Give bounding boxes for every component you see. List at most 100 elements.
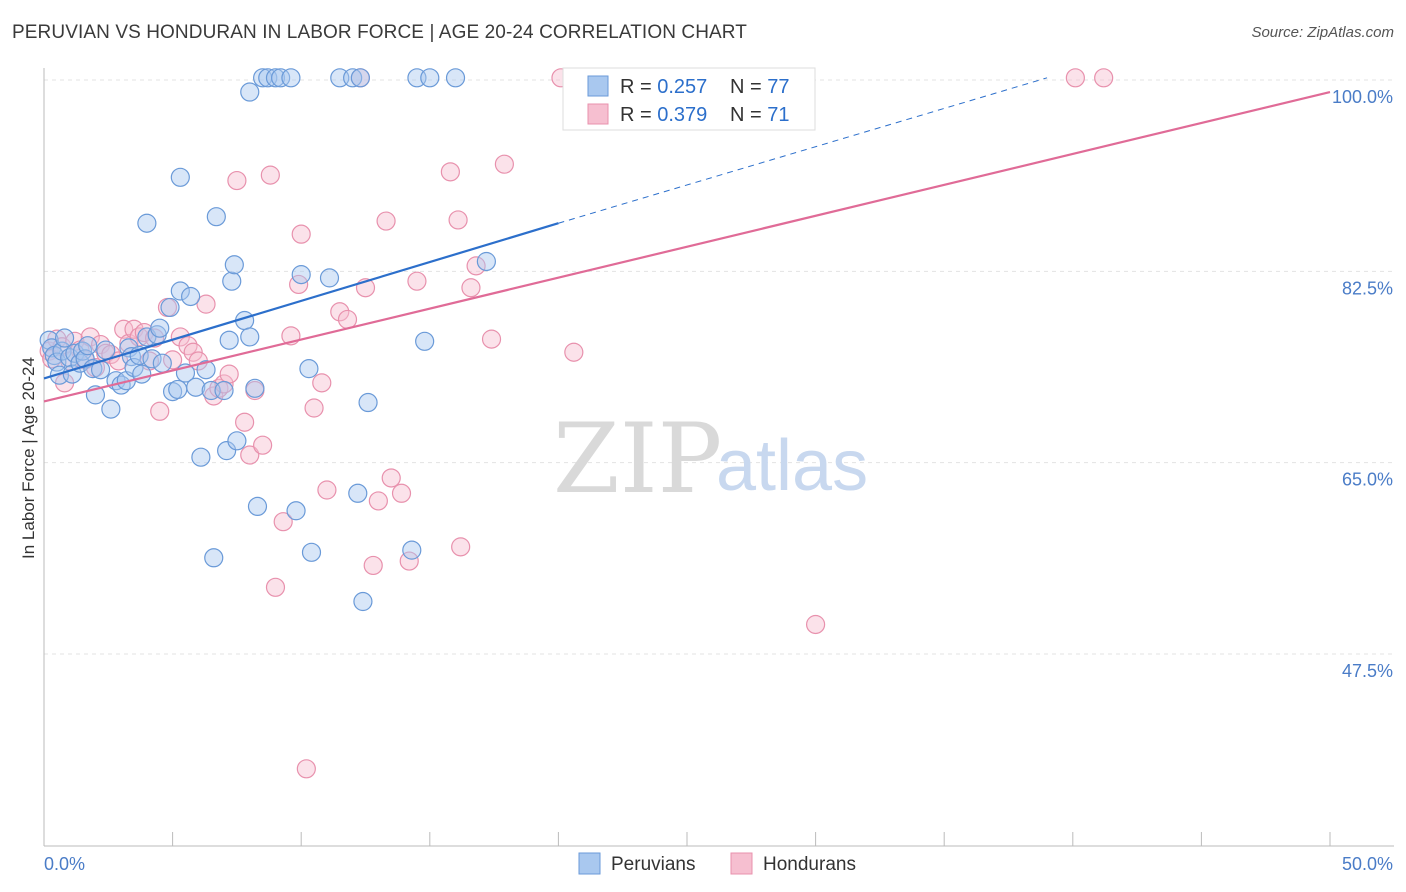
stats-legend: R = 0.257 N = 77 R = 0.379 N = 71: [562, 67, 816, 131]
data-point-honduran: [330, 302, 350, 322]
y-tick-labels: 47.5% 65.0% 82.5% 100.0%: [1332, 87, 1393, 681]
svg-text:N = 71: N = 71: [730, 104, 790, 126]
svg-text:R = 0.379: R = 0.379: [620, 104, 707, 126]
data-point-peruvian: [343, 68, 363, 88]
data-point-peruvian: [281, 68, 301, 88]
series-legend-label-hondurans: Hondurans: [763, 854, 856, 875]
data-point-peruvian: [415, 331, 435, 351]
data-point-peruvian: [271, 68, 291, 88]
data-point-honduran: [381, 468, 401, 488]
x-tick-marks: [43, 832, 1331, 846]
data-point-honduran: [260, 165, 280, 185]
data-point-peruvian: [420, 68, 440, 88]
data-point-honduran: [265, 577, 286, 597]
data-point-honduran: [163, 350, 183, 370]
data-point-peruvian: [39, 330, 59, 350]
data-point-peruvian: [196, 360, 216, 380]
x-tick-label-min: 0.0%: [44, 854, 85, 874]
legend-n-value-peruvians: 77: [767, 76, 789, 98]
data-point-peruvian: [186, 377, 206, 397]
data-point-peruvian: [358, 392, 378, 413]
trend-line-hondurans: [43, 90, 1331, 403]
data-point-honduran: [240, 445, 260, 465]
data-point-peruvian: [240, 327, 260, 347]
data-point-peruvian: [160, 297, 180, 318]
data-point-peruvian: [152, 353, 172, 373]
data-point-honduran: [481, 329, 502, 349]
trend-line-peruvians: [43, 222, 559, 380]
data-point-peruvian: [214, 380, 234, 401]
data-point-peruvian: [170, 281, 190, 301]
data-point-honduran: [494, 154, 514, 174]
data-point-peruvian: [299, 359, 319, 379]
data-point-honduran: [368, 491, 388, 511]
legend-n-value-hondurans: 71: [767, 104, 789, 126]
y-tick-label: 100.0%: [1332, 87, 1393, 107]
data-point-peruvian: [291, 265, 311, 285]
data-point-peruvian: [445, 68, 466, 88]
series-legend: Peruvians Hondurans: [578, 852, 856, 875]
watermark-zip: ZIP: [553, 403, 722, 515]
data-point-honduran: [363, 555, 383, 576]
data-point-peruvian: [168, 379, 188, 400]
data-point-peruvian: [142, 349, 162, 369]
data-point-honduran: [337, 309, 358, 330]
y-tick-label: 82.5%: [1342, 278, 1393, 298]
data-point-peruvian: [265, 68, 286, 88]
trend-line-peruvians-extrapolated: [558, 77, 1048, 224]
y-tick-label: 47.5%: [1342, 661, 1393, 681]
data-point-peruvian: [286, 501, 306, 521]
data-point-honduran: [219, 364, 239, 384]
legend-r-value-hondurans: 0.379: [657, 104, 707, 126]
data-point-peruvian: [247, 496, 268, 516]
data-point-peruvian: [101, 399, 121, 419]
data-point-peruvian: [78, 336, 98, 356]
data-point-honduran: [178, 336, 198, 356]
svg-text:N = 77: N = 77: [730, 76, 790, 98]
data-point-honduran: [273, 512, 293, 532]
data-point-honduran: [440, 162, 460, 182]
data-point-honduran: [376, 211, 396, 231]
series-legend-swatch-peruvians: [578, 852, 601, 875]
data-point-peruvian: [54, 328, 75, 348]
data-point-peruvian: [350, 68, 370, 88]
data-point-peruvian: [319, 268, 340, 288]
data-point-honduran: [407, 271, 427, 291]
data-point-peruvian: [222, 271, 242, 291]
watermark-atlas: atlas: [716, 426, 868, 506]
peruvian-points: [39, 68, 496, 612]
x-tick-label-max: 50.0%: [1342, 854, 1393, 874]
data-point-peruvian: [217, 441, 237, 461]
trend-lines: [43, 77, 1331, 403]
y-tick-label: 65.0%: [1342, 470, 1393, 490]
data-point-honduran: [114, 319, 134, 339]
data-point-honduran: [1065, 68, 1085, 88]
series-legend-label-peruvians: Peruvians: [611, 854, 696, 875]
data-point-honduran: [150, 401, 170, 421]
data-point-honduran: [227, 170, 247, 191]
data-point-peruvian: [150, 318, 170, 338]
data-point-honduran: [317, 480, 337, 500]
data-point-honduran: [304, 398, 324, 418]
legend-n-label-peruvians: N =: [730, 76, 767, 98]
data-point-peruvian: [353, 591, 373, 612]
svg-text:R = 0.257: R = 0.257: [620, 76, 707, 98]
legend-r-label-hondurans: R =: [620, 104, 657, 126]
chart-title: PERUVIAN VS HONDURAN IN LABOR FORCE | AG…: [12, 22, 747, 43]
data-point-honduran: [312, 373, 332, 393]
data-point-peruvian: [42, 338, 62, 358]
data-point-peruvian: [137, 213, 157, 233]
data-point-peruvian: [348, 483, 368, 503]
legend-r-label-peruvians: R =: [620, 76, 657, 98]
data-point-peruvian: [301, 542, 322, 562]
data-point-honduran: [144, 328, 165, 348]
data-point-peruvian: [245, 378, 265, 398]
data-point-honduran: [1094, 68, 1114, 88]
axes: [43, 68, 1394, 847]
data-point-honduran: [391, 483, 412, 503]
data-point-peruvian: [240, 82, 260, 102]
data-point-honduran: [466, 256, 486, 276]
watermark: ZIP atlas: [553, 403, 868, 515]
legend-n-label-hondurans: N =: [730, 104, 767, 126]
data-point-honduran: [253, 435, 273, 455]
